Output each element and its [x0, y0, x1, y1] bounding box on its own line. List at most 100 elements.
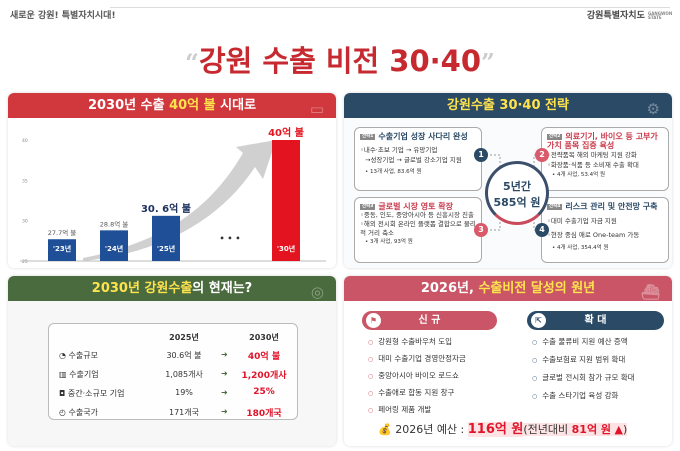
header-highlight: 수출비전 달성의 원년 [478, 281, 596, 296]
header-divider [110, 7, 670, 8]
row-label: 중간·소규모 기업 [67, 389, 125, 398]
value-2025: 171개국 [169, 408, 199, 417]
tag: 전략2 [547, 133, 563, 140]
new-section-header: ⚑ 신 규 [362, 311, 497, 330]
bar-'25년 [152, 215, 180, 261]
header-highlight: 40억 불 [169, 98, 216, 113]
page-title: “강원 수출 비전 30·40” [0, 38, 680, 80]
number-badge-2: 2 [535, 148, 549, 162]
gangwon-logo: 강원특별자치도 GANGWON STATE [586, 8, 673, 21]
ellipsis: • • • [220, 234, 241, 243]
bar-data-label: 27.7억 불 [48, 228, 77, 237]
open-quote-icon: “ [185, 48, 199, 77]
money-bag-icon: 💰 [378, 423, 392, 436]
close-quote-icon: ” [481, 48, 495, 77]
value-2025: 19% [175, 388, 193, 397]
bar-data-label: 28.8억 불 [100, 219, 129, 228]
logo-en: GANGWON STATE [648, 10, 673, 20]
strategy-title: 수출기업 성장 사다리 완성 [378, 132, 468, 141]
strategy-line: ◦전략품목 해외 마케팅 지원 강화 [547, 151, 637, 159]
note-pre: (전년대비 [523, 423, 572, 436]
column-2025: 2025년 [169, 333, 199, 342]
center-line1: 5년간 [503, 180, 531, 193]
row-label: 수출국가 [68, 408, 98, 417]
pie-chart-icon: ◔ [59, 351, 66, 360]
strategy-line: →성장기업 → 글로벌 강소기업 지원 [365, 156, 462, 164]
flag-icon: ⚑ [366, 313, 381, 328]
growth-arrow [83, 140, 276, 261]
status-row: ◘ 중간·소규모 기업 [59, 388, 124, 399]
panel-header: 2030년 강원수출의 현재는? ◎ [8, 276, 336, 301]
total-budget-circle: 5년간 585억 원 [485, 161, 549, 225]
row-label: 수출규모 [68, 351, 98, 360]
header-highlight: 2030년 강원수출 [91, 281, 193, 296]
strategy-line: ◦화장품·식품 등 소비재 수출 확대 [547, 161, 639, 169]
header-text: 2026년, [420, 281, 479, 296]
status-table: 2025년 2030년 ◔ 수출규모 30.6억 불 ➜ 40억 불 ▥ 수출기업… [48, 323, 298, 420]
number-badge-1: 1 [474, 148, 488, 162]
y-tick-label: 40 [22, 138, 28, 144]
strategy-title: 의료기기, 바이오 등 고부가가치 품목 집중 육성 [547, 132, 658, 150]
bar-category-label: '30년 [277, 244, 295, 253]
tag: 전략4 [547, 203, 563, 210]
panel-header: 2026년, 수출비전 달성의 원년 ⛴ [344, 276, 672, 301]
panel-header: 2030년 수출 40억 불 시대로 ▭ [8, 93, 336, 118]
bar-data-label: 40억 불 [268, 127, 304, 139]
title-text: 강원 수출 비전 30·40 [198, 44, 482, 78]
expand-label: 확 대 [584, 315, 607, 326]
center-line2: 585억 원 [493, 196, 541, 209]
expand-item: 수출 스타기업 육성 강화 [532, 390, 635, 408]
y-tick-label: 30 [22, 219, 28, 225]
expand-item: 수출보험료 지원 범위 확대 [532, 354, 635, 372]
budget-label: 2026년 예산 : [395, 423, 468, 436]
new-item: 강원형 수출바우처 도입 [368, 336, 466, 353]
bar-category-label: '24년 [105, 244, 123, 253]
building-icon: ▥ [59, 370, 67, 379]
strategy-line: ◦현장 중심 애로 One-team 가동 [547, 231, 640, 239]
new-item: 중앙아시아 바이오 로드쇼 [368, 370, 466, 387]
tag: 전략3 [360, 203, 376, 210]
number-badge-3: 3 [474, 223, 488, 237]
strategy-budget: • 3개 사업, 93억 원 [365, 239, 413, 245]
value-2030: 40억 불 [247, 352, 281, 362]
arrow-icon: ➜ [221, 407, 228, 416]
header-text: 의 현재는? [192, 281, 253, 296]
arrow-icon: ➜ [221, 350, 228, 359]
up-arrow-icon: ▲ [614, 423, 623, 436]
strategy-3: 전략3 글로벌 시장 영토 확장 ◦중동, 인도, 중앙아시아 등 신흥시장 진출… [354, 197, 482, 263]
bar-data-label: 30. 6억 불 [141, 203, 191, 215]
2026-panel: 2026년, 수출비전 달성의 원년 ⛴ ⚑ 신 규 ⇱ 확 대 강원형 수출바우처 … [344, 276, 672, 446]
strategy-budget: • 13개 사업, 83.6억 원 [365, 169, 422, 175]
slogan: 새로운 강원! 특별자치시대! [10, 11, 116, 21]
number-badge-4: 4 [535, 223, 549, 237]
expand-section-header: ⇱ 확 대 [527, 311, 664, 330]
globe-icon: ◴ [59, 408, 66, 417]
budget-note: (전년대비 81억 원 ▲) [523, 423, 628, 436]
bar-'30년 [272, 140, 300, 261]
status-row: ◔ 수출규모 [59, 350, 98, 361]
value-2025: 1,085개사 [165, 370, 203, 379]
ship-icon: ⛴ [640, 283, 660, 301]
budget-value: 116억 원 [467, 422, 524, 437]
bar-category-label: '23년 [53, 244, 71, 253]
expand-icon: ⇱ [531, 313, 546, 328]
strategy-line: ◦대미 수출기업 자금 지원 [547, 217, 617, 225]
header-text-post: 시대로 [215, 98, 257, 113]
strategy-line: ◦내수·초보 기업 → 유망기업 [360, 146, 438, 154]
y-tick-label: 25 [22, 259, 28, 265]
panel-header: 강원수출 30·40 전략 ⚙ [344, 93, 672, 118]
status-panel: 2030년 강원수출의 현재는? ◎ 2025년 2030년 ◔ 수출규모 30.… [8, 276, 336, 446]
strategy-2: 전략2 의료기기, 바이오 등 고부가가치 품목 집중 육성 ◦전략품목 해외 마… [541, 127, 669, 191]
arrow-icon: ➜ [221, 369, 228, 378]
export-target-panel: 2030년 수출 40억 불 시대로 ▭ 25 30 35 40 '23년 27.7억 불… [8, 93, 336, 268]
gear-icon: ⚙ [646, 100, 660, 118]
value-2025: 30.6억 불 [166, 351, 202, 360]
globe-icon: ◎ [310, 283, 324, 301]
strategy-line: ◦중동, 인도, 중앙아시아 등 신흥시장 진출 [360, 211, 474, 219]
value-2030: 1,200개사 [241, 371, 287, 381]
bar-'24년 [100, 230, 128, 261]
row-label: 수출기업 [69, 370, 99, 379]
logo-text: 강원특별자치도 [586, 11, 645, 21]
strategy-title: 리스크 관리 및 안전망 구축 [565, 202, 658, 211]
strategy-panel: 강원수출 30·40 전략 ⚙ 전략1 수출기업 성장 사다리 완성 ◦내수·초보 … [344, 93, 672, 268]
